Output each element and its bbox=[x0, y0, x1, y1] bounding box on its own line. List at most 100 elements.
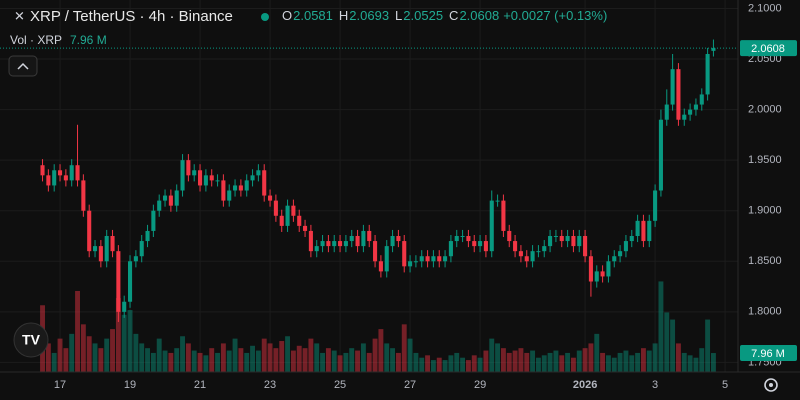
candle-body bbox=[443, 256, 448, 262]
volume-bar bbox=[180, 336, 185, 372]
volume-bar bbox=[687, 355, 693, 372]
candle-body bbox=[343, 241, 348, 247]
collapse-button[interactable] bbox=[8, 55, 38, 77]
last-volume-badge bbox=[740, 345, 797, 362]
candle-body bbox=[139, 241, 144, 257]
candle-body bbox=[425, 256, 430, 262]
volume-bar bbox=[325, 348, 331, 372]
volume-bar bbox=[168, 352, 174, 372]
volume-bar bbox=[215, 352, 220, 372]
last-price-label: 2.0608 bbox=[751, 43, 785, 55]
volume-bar bbox=[220, 343, 226, 372]
candle-body bbox=[256, 170, 261, 176]
volume-title: Vol · XRP bbox=[10, 33, 62, 47]
candle-body bbox=[565, 236, 570, 242]
volume-bar bbox=[652, 343, 658, 372]
x-tick-label: 17 bbox=[54, 379, 66, 391]
volume-bar bbox=[302, 348, 308, 372]
y-tick-label: 1.9500 bbox=[748, 154, 782, 166]
volume-bar bbox=[635, 352, 641, 372]
volume-bar bbox=[495, 343, 501, 372]
volume-bar bbox=[390, 348, 396, 372]
volume-bar bbox=[156, 338, 162, 372]
volume-bar bbox=[191, 350, 197, 372]
candle-body bbox=[63, 175, 68, 181]
ohlc-key: O bbox=[282, 8, 292, 23]
volume-bar bbox=[261, 338, 267, 372]
candle-body bbox=[559, 236, 564, 242]
volume-bar bbox=[104, 338, 110, 372]
volume-bar bbox=[343, 352, 349, 372]
candle-body bbox=[472, 241, 477, 247]
volume-bar bbox=[366, 352, 372, 372]
candle-body bbox=[571, 236, 576, 247]
candle-body bbox=[705, 53, 710, 95]
x-tick-label: 21 bbox=[194, 379, 206, 391]
volume-bar bbox=[372, 338, 378, 372]
collapse-icon[interactable]: ✕ bbox=[14, 8, 25, 23]
candle-body bbox=[658, 119, 663, 191]
candle-body bbox=[542, 246, 547, 252]
candle-body bbox=[513, 241, 518, 252]
volume-bar bbox=[273, 348, 279, 372]
candle-body bbox=[693, 104, 698, 110]
candle-body bbox=[326, 241, 331, 247]
volume-bar bbox=[565, 352, 571, 372]
candle-body bbox=[75, 165, 80, 181]
candle-body bbox=[285, 205, 290, 226]
candle-body bbox=[635, 220, 640, 237]
volume-bar bbox=[576, 350, 582, 372]
settings-icon[interactable] bbox=[764, 378, 778, 392]
candle-body bbox=[536, 251, 541, 253]
candle-body bbox=[670, 69, 675, 105]
volume-bar bbox=[75, 290, 80, 372]
candle-body bbox=[98, 246, 103, 262]
candle-body bbox=[478, 241, 483, 247]
candle-body bbox=[553, 236, 558, 238]
candle-body bbox=[238, 185, 243, 191]
volume-bar bbox=[360, 343, 366, 372]
volume-bar bbox=[86, 336, 92, 372]
last-volume-label: 7.96 M bbox=[751, 348, 785, 360]
candle-body bbox=[600, 271, 605, 277]
volume-bar bbox=[693, 357, 699, 372]
volume-bar bbox=[629, 355, 635, 372]
volume-bar bbox=[296, 345, 302, 372]
volume-bar bbox=[471, 355, 477, 372]
candle-body bbox=[244, 180, 249, 191]
volume-bar bbox=[705, 319, 711, 372]
candle-body bbox=[157, 200, 162, 211]
candle-body bbox=[606, 261, 611, 277]
volume-bar bbox=[331, 350, 337, 372]
candle-body bbox=[332, 241, 337, 247]
volume-bar bbox=[553, 350, 559, 372]
candle-body bbox=[682, 114, 687, 120]
candle-body bbox=[454, 236, 459, 242]
volume-bar bbox=[640, 348, 646, 372]
volume-bar bbox=[646, 350, 652, 372]
volume-bar bbox=[349, 348, 355, 372]
legend-header: ✕ XRP / TetherUS · 4h · Binance O2.0581 H… bbox=[8, 8, 607, 77]
y-tick-label: 1.9000 bbox=[748, 205, 782, 217]
candle-body bbox=[116, 251, 121, 312]
candle-body bbox=[227, 190, 232, 201]
ohlc-values: O2.0581 H2.0693 L2.0525 C2.0608 +0.0027 (+0.… bbox=[282, 8, 607, 23]
volume-bar bbox=[611, 357, 617, 372]
symbol-title: XRP / TetherUS · 4h · Binance bbox=[30, 8, 233, 25]
candle-body bbox=[524, 256, 529, 262]
candle-body bbox=[378, 261, 383, 272]
candle-body bbox=[192, 170, 197, 176]
x-tick-label: 23 bbox=[264, 379, 276, 391]
volume-bar bbox=[115, 298, 121, 372]
volume-bar bbox=[582, 348, 588, 372]
volume-bar bbox=[255, 350, 261, 372]
candle-body bbox=[268, 195, 273, 201]
last-price-badge bbox=[740, 40, 797, 57]
volume-bar bbox=[51, 352, 57, 372]
volume-bar bbox=[681, 352, 687, 372]
volume-bar bbox=[197, 352, 203, 372]
ohlc-key: H bbox=[339, 8, 348, 23]
candle-body bbox=[699, 94, 704, 105]
candle-body bbox=[612, 256, 617, 262]
